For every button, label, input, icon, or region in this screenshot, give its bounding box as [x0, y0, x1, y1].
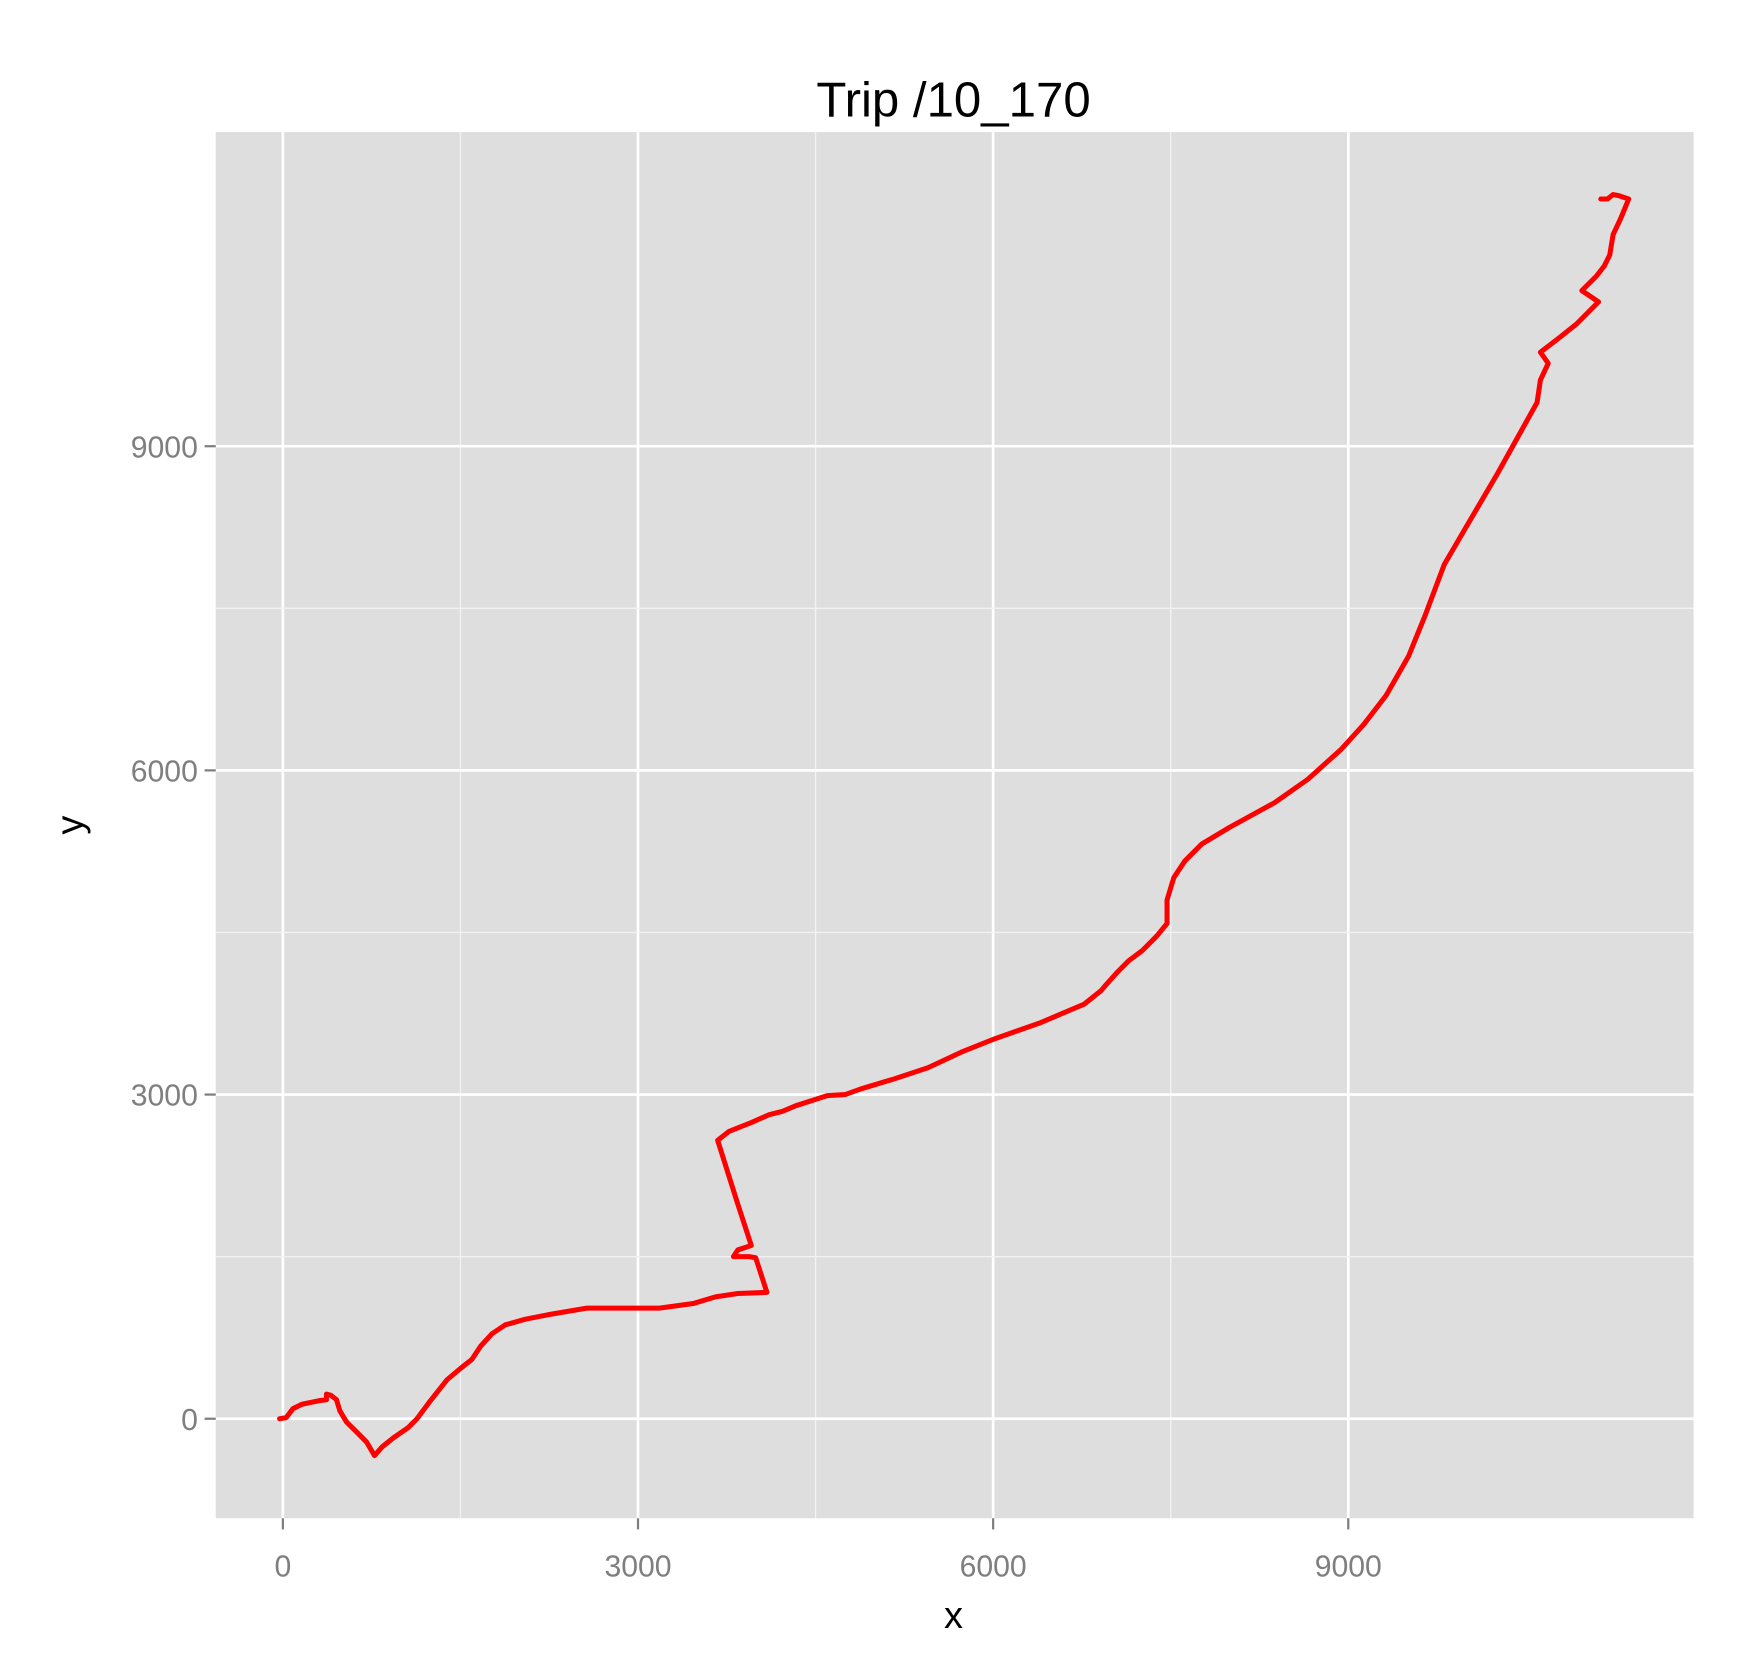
x-tick-label: 9000 [1315, 1550, 1382, 1583]
panel [215, 132, 1694, 1519]
y-tick-label: 0 [181, 1404, 198, 1437]
x-tick-label: 3000 [604, 1550, 671, 1583]
x-tick-label: 0 [274, 1550, 291, 1583]
y-tick-label: 9000 [131, 431, 198, 464]
grid [215, 132, 1694, 1519]
y-axis-label: y [50, 816, 92, 835]
trip-line [277, 192, 1632, 1459]
plot [277, 192, 1632, 1459]
y-tick-label: 6000 [131, 756, 198, 789]
x-axis-label: x [944, 1595, 963, 1637]
chart-title: Trip /10_170 [816, 72, 1090, 127]
x-tick-label: 6000 [960, 1550, 1027, 1583]
y-tick-label: 3000 [131, 1080, 198, 1113]
